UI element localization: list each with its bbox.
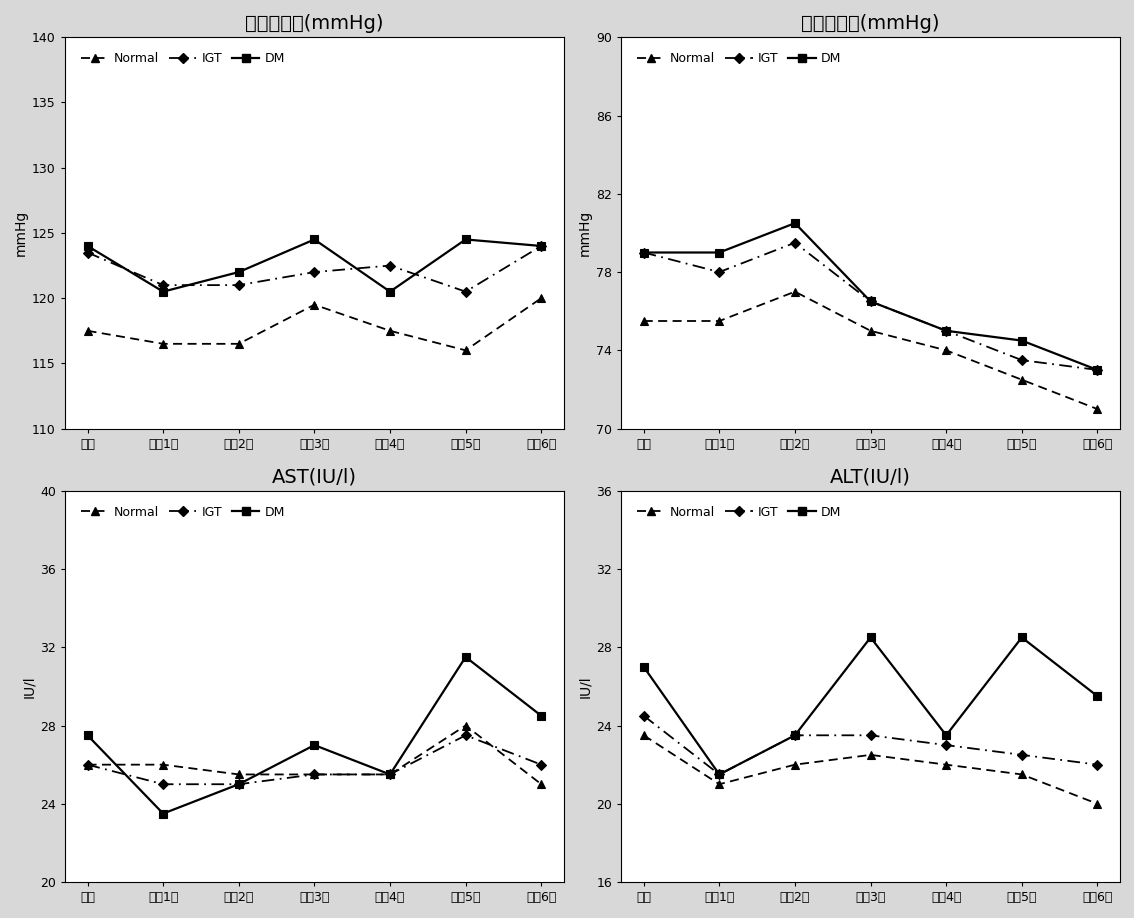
- Legend: Normal, IGT, DM: Normal, IGT, DM: [633, 48, 846, 71]
- Y-axis label: IU/l: IU/l: [578, 675, 592, 698]
- Title: 수축기혈압(mmHg): 수축기혈압(mmHg): [245, 14, 383, 33]
- Y-axis label: mmHg: mmHg: [578, 210, 592, 256]
- Title: AST(IU/l): AST(IU/l): [272, 467, 357, 487]
- Title: 이완기혈압(mmHg): 이완기혈압(mmHg): [802, 14, 940, 33]
- Legend: Normal, IGT, DM: Normal, IGT, DM: [633, 501, 846, 524]
- Y-axis label: mmHg: mmHg: [14, 210, 28, 256]
- Y-axis label: IU/l: IU/l: [22, 675, 36, 698]
- Title: ALT(IU/l): ALT(IU/l): [830, 467, 911, 487]
- Legend: Normal, IGT, DM: Normal, IGT, DM: [76, 48, 290, 71]
- Legend: Normal, IGT, DM: Normal, IGT, DM: [76, 501, 290, 524]
